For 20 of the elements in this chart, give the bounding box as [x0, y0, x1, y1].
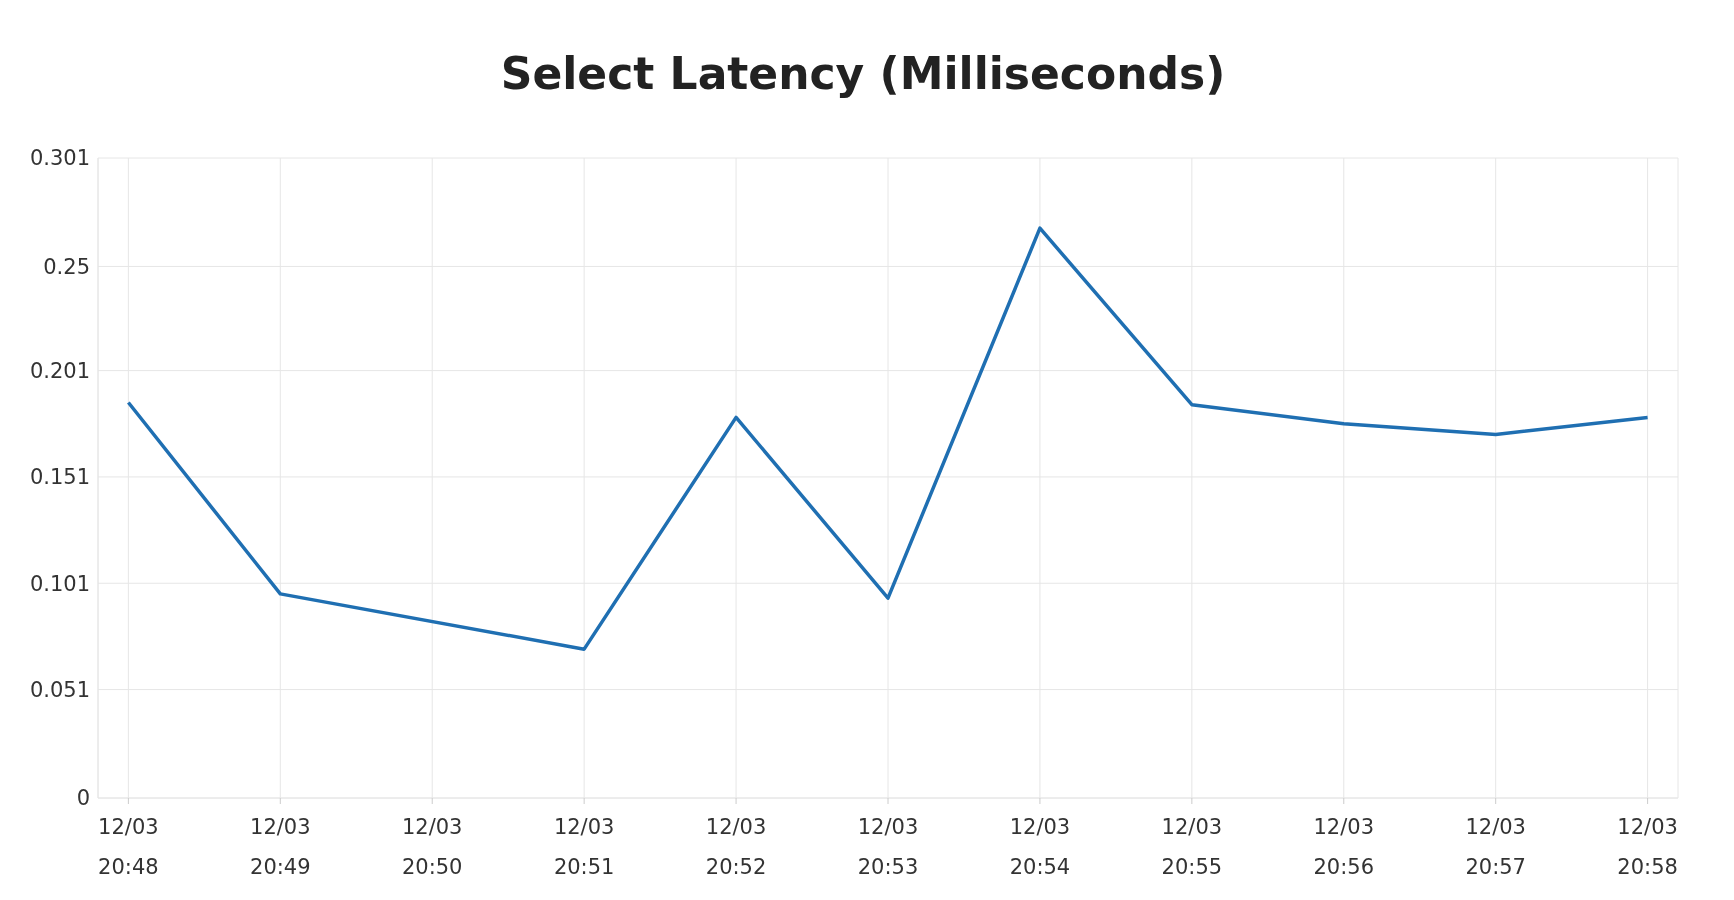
x-tick-label: 12/03 20:57: [1465, 815, 1526, 879]
y-tick-label: 0.101: [29, 571, 90, 596]
x-tick-label: 12/03 20:55: [1161, 815, 1223, 879]
x-tick-label: 12/03 20:53: [857, 815, 919, 879]
y-tick-label: 0.151: [29, 465, 90, 490]
y-tick-label: 0.051: [29, 678, 90, 703]
x-tick-label: 12/03 20:51: [553, 815, 615, 879]
y-tick-label: 0.301: [29, 146, 90, 171]
x-tick-label: 12/03 20:56: [1313, 815, 1375, 879]
x-tick-label: 12/03 20:58: [1617, 815, 1678, 879]
x-tick-label: 12/03 20:49: [250, 815, 311, 879]
chart-title: Select Latency (Milliseconds): [499, 47, 1227, 101]
x-tick-label: 12/03 20:52: [705, 815, 767, 879]
y-tick-label: 0.201: [29, 359, 90, 384]
line-series: [126, 226, 1650, 651]
x-tick-label: 12/03 20:54: [1009, 815, 1071, 879]
y-tick-label: 0.25: [43, 254, 90, 279]
y-tick-label: 0: [76, 786, 90, 811]
x-tick-label: 12/03 20:48: [98, 815, 159, 879]
x-tick-label: 12/03 20:50: [401, 815, 463, 879]
